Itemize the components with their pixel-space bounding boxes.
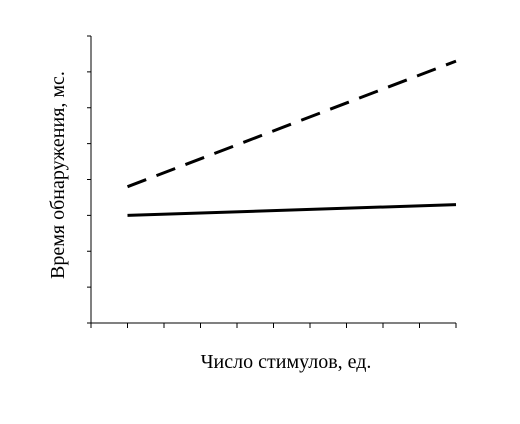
solid-series-line: [127, 203, 457, 217]
axes: [87, 35, 457, 328]
x-axis-label: Число стимулов, ед.: [201, 351, 372, 373]
dashed-series-line: [126, 59, 457, 189]
y-axis-label: Время обнаружения, мс.: [47, 71, 69, 279]
series-layer: [126, 59, 457, 217]
